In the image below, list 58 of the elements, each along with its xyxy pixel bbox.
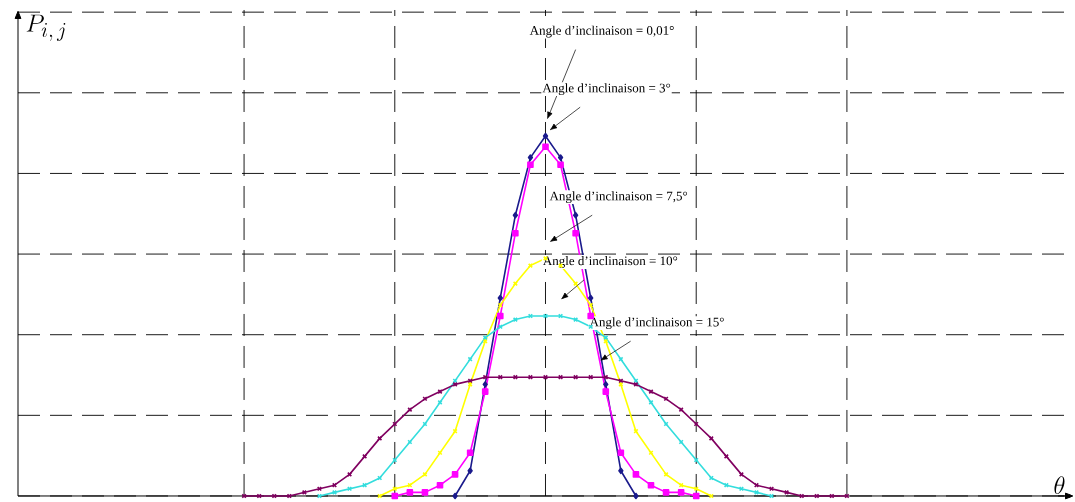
point [602,388,610,395]
point [347,471,353,477]
point [422,421,428,427]
text: $\theta$ [1054,476,1065,495]
point [663,421,669,427]
point [331,489,338,495]
point [466,449,474,457]
point [572,229,579,237]
point [557,161,564,169]
text: Angle d’inclinaison = 3° [542,83,671,96]
point [723,453,729,459]
point [572,211,579,219]
point [452,492,458,500]
point [421,489,429,496]
point [527,263,533,269]
point [662,489,670,496]
point [451,471,459,478]
point [588,294,594,302]
point [603,381,609,388]
point [738,471,744,477]
point [377,435,383,441]
point [633,492,639,500]
point [512,229,519,237]
point [512,317,518,323]
point [708,435,714,441]
point [618,467,624,475]
point [753,489,760,495]
point [784,489,790,495]
point [512,281,518,287]
point [496,312,504,320]
point [542,143,549,151]
point [588,374,594,380]
point [301,489,307,495]
point [573,281,579,287]
point [542,132,549,140]
annotation: Angle d’inclinaison = 7,5° [549,191,688,204]
point [497,294,503,302]
point [481,388,489,395]
point [692,492,700,500]
point [527,161,534,169]
point [557,154,564,161]
point [497,324,503,330]
point [573,317,579,323]
point [467,467,473,475]
point [677,489,685,496]
text: $P_{i,\, j}$ [26,14,66,41]
point [617,449,625,457]
point [512,211,519,219]
point [588,302,594,308]
point [362,453,368,459]
annotation: Angle d’inclinaison = 15° [589,317,724,330]
point [406,489,414,496]
point [527,154,534,161]
point [482,381,488,388]
point [391,492,399,500]
point [632,471,640,478]
text: Angle d’inclinaison = 0,01° [529,25,674,38]
annotation: Angle d’inclinaison = 10° [542,256,678,268]
